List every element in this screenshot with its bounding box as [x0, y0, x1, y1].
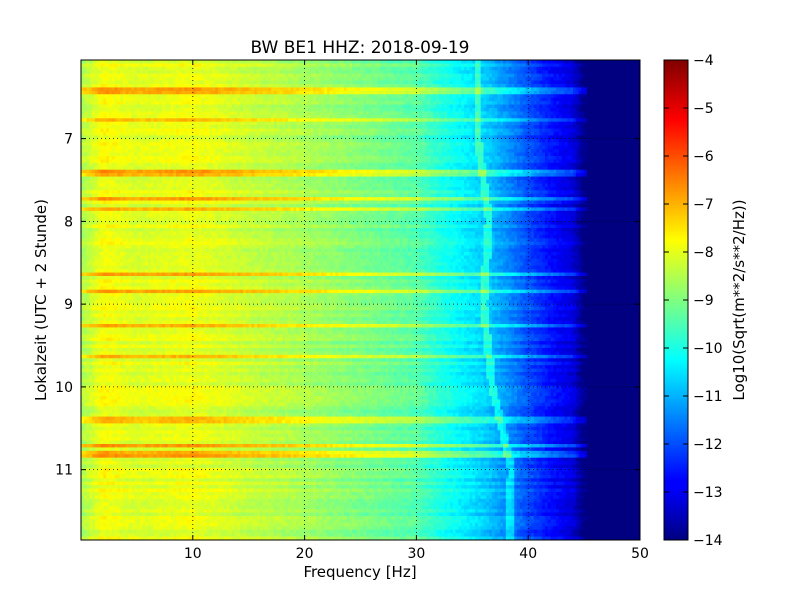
chart-title: BW BE1 HHZ: 2018-09-19	[250, 38, 469, 58]
heatmap	[81, 60, 641, 541]
